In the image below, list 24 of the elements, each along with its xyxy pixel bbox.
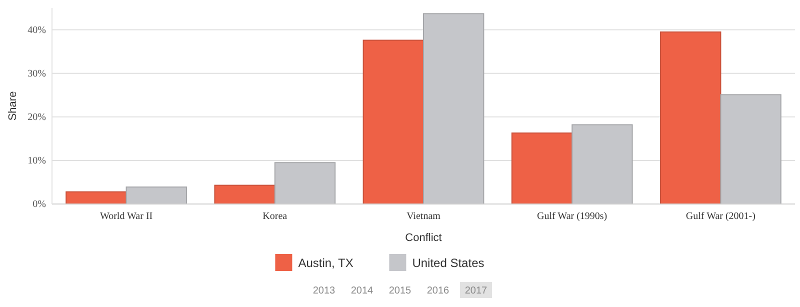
- bar: [511, 132, 573, 204]
- text: 2014: [350, 286, 374, 296]
- legend-label: Austin, TX: [298, 256, 354, 270]
- x-tick-label: World War II: [100, 211, 153, 222]
- text: 2017: [464, 286, 488, 296]
- legend-label: United States: [412, 256, 484, 270]
- x-tick-label: Gulf War (2001-): [686, 211, 756, 222]
- text: 2013: [312, 286, 336, 296]
- text: 2015: [388, 286, 412, 296]
- text: 2016: [426, 286, 450, 296]
- y-tick-label: 40%: [28, 24, 46, 36]
- x-tick-label: Korea: [262, 211, 288, 222]
- bar: [660, 31, 722, 204]
- x-axis-title: Conflict: [405, 232, 442, 244]
- bar: [214, 184, 276, 204]
- y-axis-title: Share: [7, 91, 19, 121]
- y-tick-label: 30%: [28, 68, 46, 80]
- x-tick-label: Gulf War (1990s): [537, 211, 608, 222]
- bar: [362, 40, 424, 204]
- bar: [66, 191, 127, 204]
- y-tick-label: 20%: [28, 112, 46, 124]
- y-tick-label: 0%: [32, 199, 46, 210]
- x-tick-label: Vietnam: [406, 211, 441, 222]
- y-tick-label: 10%: [28, 156, 46, 167]
